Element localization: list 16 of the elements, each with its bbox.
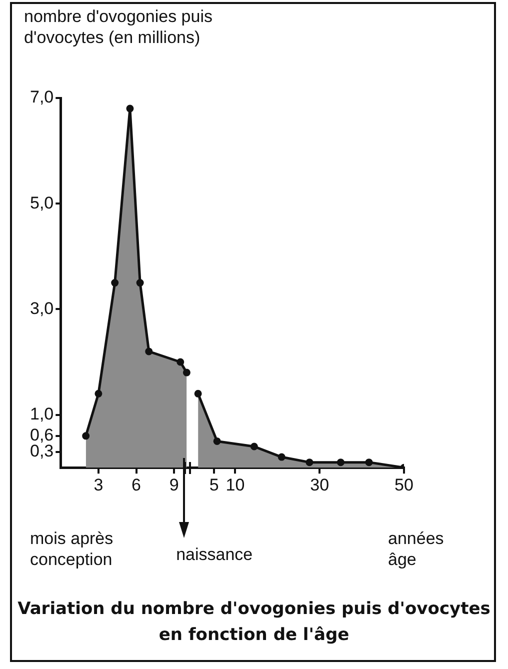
x-tick-label: 9 [169, 475, 179, 494]
text: Variation du nombre d'ovogonies puis d'ovocytes en fonction de l'âge [16, 598, 492, 647]
text: années âge [388, 528, 445, 570]
x-tick-label: 3 [94, 475, 104, 494]
x-tick-label: 10 [226, 475, 245, 494]
text: mois après conception [30, 528, 114, 570]
x-tick-label: 50 [394, 475, 414, 494]
y-tick-label: 3,0 [30, 298, 54, 318]
y-tick-label: 7,0 [30, 88, 54, 107]
text: naissance [176, 544, 253, 565]
x-tick-label: 6 [132, 475, 142, 494]
y-tick-label: 5,0 [30, 193, 54, 212]
x-tick-label: 5 [209, 475, 219, 494]
y-tick-label: 1,0 [30, 404, 54, 424]
y-axis-title: nombre d'ovogonies puis d'ovocytes (en millions) [24, 6, 214, 48]
x-tick-label: 30 [310, 475, 330, 494]
